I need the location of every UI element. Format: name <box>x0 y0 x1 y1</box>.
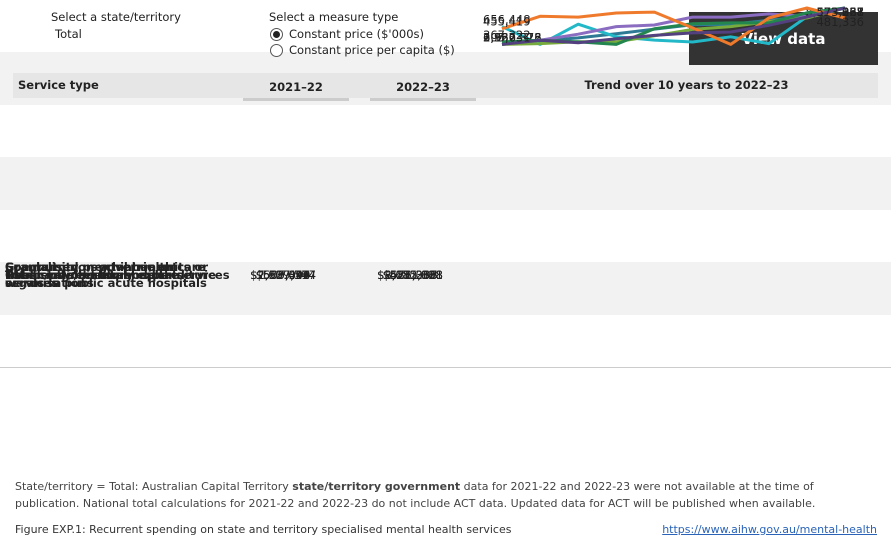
header-cell[interactable]: 2022–23 <box>370 80 476 101</box>
measure-option[interactable]: Constant price ($'000s) <box>289 27 425 41</box>
note-text: data for 2021-22 and 2022-23 were not av… <box>15 480 816 510</box>
service-name: Residential mental health services <box>5 268 230 282</box>
table-row: Community mental health care services $2,… <box>0 5 891 290</box>
note-bold: state/territory government <box>292 480 461 493</box>
service-name: Grants to non-government organisations <box>5 260 178 290</box>
caption: Figure EXP.1: Recurrent spending on stat… <box>15 523 512 536</box>
table-row: Other indirect expenditure $507,044 $573,2… <box>0 5 891 368</box>
value-cell: $676,368 <box>382 268 438 282</box>
end-label: 3,155,181 <box>805 5 864 19</box>
service-name: Other indirect expenditure <box>5 268 179 282</box>
start-label: 455,419 <box>483 15 531 29</box>
table-row: Residential mental health services $500,3… <box>0 5 891 282</box>
measure-option[interactable]: Constant price per capita ($) <box>289 43 455 57</box>
value-cell: $667,095 <box>255 268 311 282</box>
radio-selected[interactable] <box>270 28 283 41</box>
state-label: Select a state/territory <box>51 10 181 24</box>
value-cell: $2,672,868 <box>377 268 443 282</box>
table-row: Grants to non-government organisations $5… <box>0 6 891 315</box>
table-header: Service type 2021–22 2022–23 Trend over … <box>13 73 878 101</box>
service-name: Public psychiatric hospitals <box>5 268 183 282</box>
value-cell: $522,037 <box>382 268 438 282</box>
state-value[interactable]: Total <box>55 27 82 41</box>
trend-line <box>501 6 846 46</box>
header-cell: Service type <box>18 78 99 92</box>
value-cell: $481,336 <box>382 268 438 282</box>
service-name: Specialised psychiatric units or wards i… <box>5 260 209 290</box>
value-cell: $2,509,797 <box>250 268 316 282</box>
end-label: 573,238 <box>816 5 864 19</box>
value-cell: $505,494 <box>255 268 311 282</box>
table-row: Specialised psychiatric units or wards i… <box>0 5 891 290</box>
link[interactable]: https://www.aihw.gov.au/mental-health <box>662 523 877 536</box>
value-cell: $573,238 <box>382 268 438 282</box>
end-label: 676,368 <box>816 5 864 19</box>
footnote: State/territory = Total: Australian Capi… <box>15 478 875 512</box>
value-cell: $507,044 <box>255 268 311 282</box>
value-cell: $7,627,344 <box>250 268 316 282</box>
trend-line <box>501 6 846 46</box>
sparkline: 305,631 573,238 <box>483 5 864 46</box>
trend-line <box>501 6 846 46</box>
radio[interactable] <box>270 44 283 57</box>
start-label: 305,631 <box>483 30 531 44</box>
end-label: 481,336 <box>816 15 864 29</box>
end-label: 522,037 <box>816 5 864 19</box>
header-cell: Trend over 10 years to 2022–23 <box>584 78 789 92</box>
service-name: Total state/territory expenditure <box>5 268 216 282</box>
value-cell: $3,155,181 <box>377 268 443 282</box>
value-cell: $2,937,574 <box>250 268 316 282</box>
measure-label: Select a measure type <box>269 10 399 24</box>
sparkline: 455,419 481,336 <box>483 6 864 46</box>
value-cell: $8,081,028 <box>377 268 443 282</box>
start-label: 367,322 <box>483 28 531 42</box>
header-cell[interactable]: 2021–22 <box>243 80 349 101</box>
service-name: Community mental health care services <box>5 260 206 290</box>
value-cell: $500,340 <box>255 268 311 282</box>
note-text: State/territory = Total: Australian Capi… <box>15 480 293 493</box>
